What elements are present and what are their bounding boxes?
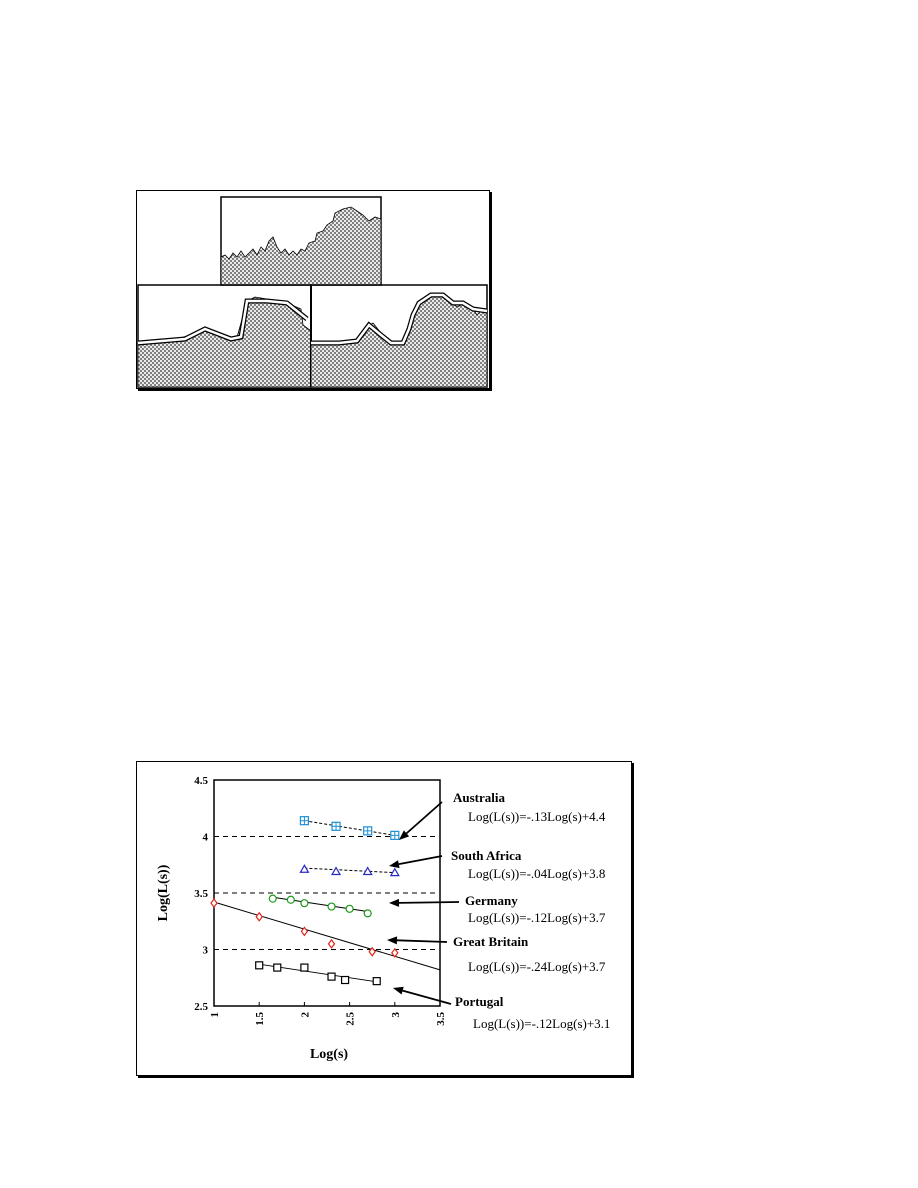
label-south-africa: South Africa	[451, 848, 522, 863]
reference-lines	[214, 836, 439, 950]
arrow-line-south-africa	[398, 855, 443, 866]
x-tick-label: 2	[299, 1012, 311, 1018]
marker-germany	[300, 899, 309, 908]
y-tick-label: 3	[203, 945, 209, 957]
marker-germany	[345, 904, 354, 913]
arrow-head-south-africa	[389, 860, 400, 869]
chart-svg: 1 1.5 2 2.5 3 3.5 2.5 3 3.5 4 4.5 Log(s) Log(L(s)…	[156, 775, 610, 1062]
marker-australia	[331, 821, 341, 831]
marker-south-africa	[362, 866, 373, 876]
marker-south-africa	[389, 867, 400, 877]
marker-south-africa	[331, 866, 342, 876]
equation-south-africa: Log(L(s))=-.04Log(s)+3.8	[468, 866, 605, 881]
marker-portugal	[255, 961, 264, 970]
marker-germany	[286, 895, 295, 904]
label-portugal: Portugal	[455, 994, 504, 1009]
equation-germany: Log(L(s))=-.12Log(s)+3.7	[468, 910, 606, 925]
fit-line-south-africa	[304, 867, 395, 874]
x-tick-label: 1.5	[254, 1012, 266, 1026]
y-tick-label: 2.5	[194, 1001, 208, 1013]
fit-line-great-britain	[213, 901, 441, 971]
marker-great-britain	[210, 898, 218, 909]
coastline-panel-top	[220, 196, 382, 286]
data-markers	[210, 816, 400, 986]
marker-australia	[363, 826, 373, 836]
marker-portugal	[340, 975, 350, 985]
equation-great-britain: Log(L(s))=-.24Log(s)+3.7	[468, 959, 606, 974]
arrow-line-germany	[398, 901, 460, 904]
x-tick-labels: 1 1.5 2 2.5 3 3.5	[209, 1002, 447, 1026]
marker-germany	[327, 902, 336, 911]
arrow-line-great-britain	[396, 939, 448, 943]
marker-great-britain	[327, 938, 336, 949]
equation-portugal: Log(L(s))=-.12Log(s)+3.1	[473, 1016, 610, 1031]
marker-great-britain	[368, 946, 376, 957]
marker-portugal	[372, 977, 381, 986]
coastline-figure	[136, 190, 490, 389]
x-tick-label: 3	[390, 1012, 402, 1018]
equation-australia: Log(L(s))=-.13Log(s)+4.4	[468, 809, 606, 824]
label-germany: Germany	[465, 893, 518, 908]
x-tick-label: 2.5	[345, 1012, 357, 1026]
marker-australia	[299, 816, 309, 826]
y-tick-label: 4	[203, 832, 209, 844]
fit-line-australia	[304, 820, 395, 836]
y-tick-label: 3.5	[194, 888, 208, 900]
coastline-panel-ruler-large	[137, 284, 312, 388]
arrow-head-australia	[399, 830, 410, 840]
marker-germany	[363, 909, 372, 918]
coastline-illustration	[137, 196, 488, 388]
marker-great-britain	[255, 911, 263, 922]
series-annotations: Australia Log(L(s))=-.13Log(s)+4.4 South A…	[387, 790, 610, 1031]
y-axis-title: Log(L(s))	[156, 864, 171, 921]
x-tick-label: 1	[209, 1012, 221, 1018]
marker-australia	[390, 830, 400, 840]
arrow-line-portugal	[402, 989, 452, 1005]
marker-south-africa	[299, 864, 310, 873]
marker-great-britain	[300, 926, 309, 937]
y-tick-labels: 2.5 3 3.5 4 4.5	[194, 775, 218, 1013]
marker-portugal	[273, 963, 282, 972]
fractal-dimension-chart: 1 1.5 2 2.5 3 3.5 2.5 3 3.5 4 4.5 Log(s) Log(L(s)…	[136, 761, 632, 1076]
arrow-head-great-britain	[387, 936, 398, 945]
arrow-line-australia	[405, 801, 443, 835]
coastline-panel-ruler-small	[310, 284, 488, 388]
x-tick-label: 3.5	[435, 1012, 447, 1026]
x-axis-title: Log(s)	[310, 1047, 348, 1062]
label-great-britain: Great Britain	[453, 934, 529, 949]
label-australia: Australia	[453, 790, 506, 805]
marker-portugal	[300, 963, 309, 972]
arrow-head-portugal	[393, 986, 404, 995]
arrow-head-germany	[389, 898, 400, 907]
marker-germany	[268, 894, 277, 903]
y-tick-label: 4.5	[194, 775, 208, 787]
marker-portugal	[327, 972, 336, 981]
marker-great-britain	[391, 947, 399, 958]
